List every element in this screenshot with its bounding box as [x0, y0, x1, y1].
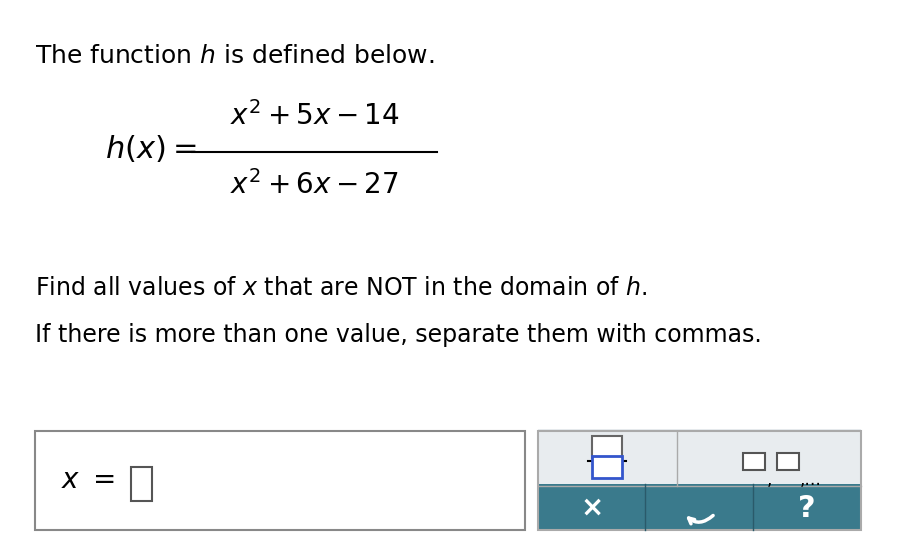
Text: $x^2+6x-27$: $x^2+6x-27$: [230, 170, 399, 200]
Bar: [777, 453, 800, 470]
Text: ,…: ,…: [800, 471, 822, 490]
Text: Find all values of $x$ that are NOT in the domain of $\mathit{h}$.: Find all values of $x$ that are NOT in t…: [35, 276, 647, 300]
FancyBboxPatch shape: [35, 431, 524, 530]
Bar: [538, 431, 861, 530]
Text: ?: ?: [799, 493, 816, 523]
Bar: [592, 456, 622, 478]
Text: ×: ×: [580, 494, 603, 522]
Text: $x\ =$: $x\ =$: [62, 467, 115, 493]
Text: $h\left(x\right) =$: $h\left(x\right) =$: [105, 134, 196, 164]
Bar: [592, 436, 622, 458]
Text: ,: ,: [767, 471, 771, 490]
Bar: [538, 484, 861, 530]
Text: The function $\mathit{h}$ is defined below.: The function $\mathit{h}$ is defined bel…: [35, 44, 434, 68]
Bar: [538, 428, 861, 486]
Bar: [743, 453, 766, 470]
FancyBboxPatch shape: [131, 467, 152, 501]
Text: $x^2+5x-14$: $x^2+5x-14$: [230, 101, 399, 131]
Text: If there is more than one value, separate them with commas.: If there is more than one value, separat…: [35, 323, 762, 347]
